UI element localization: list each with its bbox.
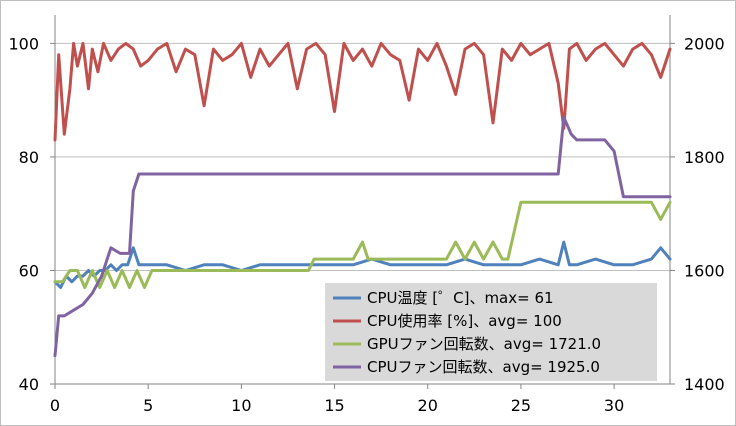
legend-label-2: CPU使用率 [%]、avg= 100 [367, 312, 562, 330]
x-tick-label: 30 [604, 396, 624, 415]
legend-label-4: CPUファン回転数、avg= 1925.0 [367, 358, 600, 376]
legend-label-1: CPU温度 [゜C]、max= 61 [367, 289, 554, 307]
y-left-tick-label: 40 [19, 375, 39, 394]
series-line-3 [53, 200, 672, 289]
y-right-tick-label: 1600 [684, 261, 725, 280]
series-line-2 [53, 41, 672, 142]
x-tick-label: 5 [143, 396, 153, 415]
y-right-tick-label: 1400 [684, 375, 725, 394]
x-tick-label: 10 [231, 396, 251, 415]
series-line-4 [53, 115, 672, 358]
y-left-tick-label: 60 [19, 261, 39, 280]
series-line-1 [53, 240, 672, 289]
y-right-tick-label: 2000 [684, 34, 725, 53]
x-tick-label: 0 [50, 396, 60, 415]
y-left-tick-label: 100 [8, 34, 39, 53]
legend-label-3: GPUファン回転数、avg= 1721.0 [367, 335, 601, 353]
x-tick-label: 20 [418, 396, 438, 415]
legend-box [325, 283, 657, 381]
x-tick-label: 25 [511, 396, 531, 415]
y-right-tick-label: 1800 [684, 148, 725, 167]
x-tick-label: 15 [324, 396, 344, 415]
y-left-tick-label: 80 [19, 148, 39, 167]
